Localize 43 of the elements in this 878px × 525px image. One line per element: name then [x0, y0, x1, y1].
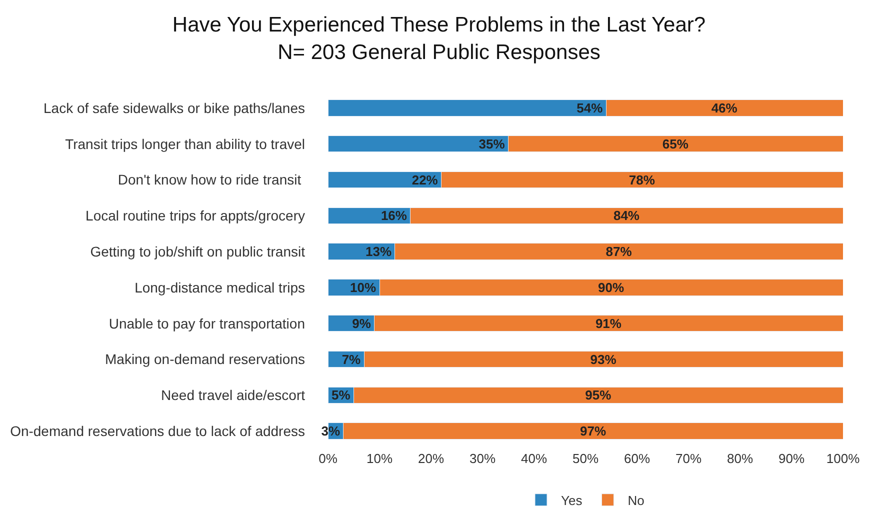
data-label: 90% — [598, 280, 624, 295]
data-label: 35% — [478, 136, 506, 152]
x-tick-label: 70% — [675, 451, 702, 466]
data-label: 54% — [576, 100, 604, 116]
data-label: 93% — [590, 352, 617, 367]
x-tick-label: 40% — [520, 451, 548, 466]
y-tick-label: Local routine trips for appts/grocery — [86, 208, 305, 224]
chart-title: Have You Experienced These Problems in the Last Year? N= 203 General Public Responses — [172, 14, 706, 64]
data-label: 10% — [350, 280, 376, 295]
data-label: 84% — [613, 208, 640, 224]
data-label: 91% — [595, 316, 622, 331]
y-tick-label: Getting to job/shift on public transit — [90, 243, 306, 260]
x-tick-label: 80% — [726, 451, 754, 466]
x-tick-label: 90% — [778, 451, 805, 466]
y-tick-label: Transit trips longer than ability to travel — [65, 136, 305, 152]
x-tick-label: 50% — [572, 451, 599, 466]
x-tick-label: 0% — [318, 451, 338, 466]
y-tick-label: Making on-demand reservations — [105, 351, 305, 368]
y-tick-label: Need travel aide/escort — [161, 387, 306, 404]
x-tick-label: 20% — [418, 451, 444, 466]
legend-label: No — [628, 492, 644, 508]
data-label: 65% — [662, 136, 689, 152]
data-label: 97% — [580, 424, 606, 439]
data-label: 7% — [342, 352, 362, 367]
x-tick-label: 100% — [826, 451, 860, 466]
data-label: 13% — [365, 244, 392, 260]
data-label: 5% — [332, 388, 351, 403]
y-tick-label: Unable to pay for transportation — [108, 315, 305, 332]
x-tick-label: 10% — [366, 451, 393, 466]
data-label: 16% — [380, 208, 408, 224]
data-label: 46% — [711, 100, 738, 116]
y-tick-label: Long-distance medical trips — [134, 279, 305, 296]
x-tick-label: 60% — [624, 451, 650, 466]
y-tick-label: On-demand reservations due to lack of address — [10, 422, 305, 439]
y-tick-label: Lack of safe sidewalks or bike paths/lanes — [44, 100, 305, 116]
data-label: 9% — [352, 316, 372, 331]
legend-label: Yes — [561, 492, 583, 508]
x-tick-label: 30% — [469, 451, 496, 466]
data-label: 78% — [628, 172, 656, 188]
y-tick-label: Don't know how to ride transit — [118, 172, 305, 188]
data-label: 95% — [585, 388, 612, 403]
data-label: 87% — [606, 244, 632, 260]
data-label: 22% — [412, 172, 438, 188]
